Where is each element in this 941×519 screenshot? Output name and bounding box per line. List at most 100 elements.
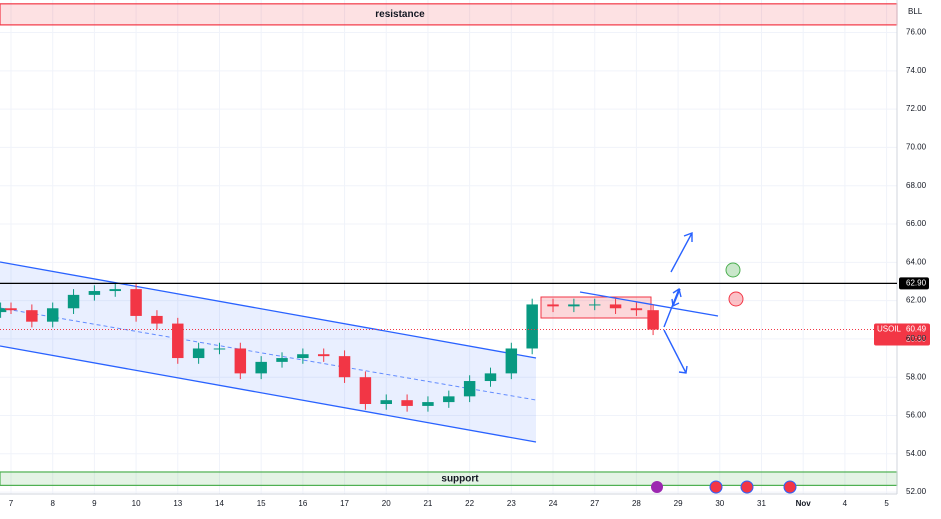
candle-body bbox=[443, 396, 455, 403]
x-tick-label: 24 bbox=[549, 499, 558, 508]
last-price-value: 60.49 bbox=[906, 325, 927, 334]
candle-body bbox=[276, 358, 288, 362]
candle-body bbox=[67, 294, 80, 309]
candle-body bbox=[0, 308, 7, 313]
candle-body bbox=[505, 348, 518, 374]
candle-body bbox=[588, 304, 601, 306]
candles bbox=[0, 283, 659, 412]
candle-body bbox=[26, 310, 38, 322]
x-tick-label: 20 bbox=[382, 499, 391, 508]
x-tick-label: Nov bbox=[796, 499, 812, 508]
x-tick-label: 9 bbox=[92, 499, 97, 508]
x-tick-label: 8 bbox=[50, 499, 55, 508]
y-tick-label: 74.00 bbox=[906, 66, 927, 75]
y-tick-label: 58.00 bbox=[906, 372, 927, 381]
arrows bbox=[663, 231, 693, 374]
arrow-up bbox=[670, 231, 693, 273]
candle-body bbox=[359, 377, 372, 405]
x-tick-label: 29 bbox=[674, 499, 683, 508]
y-tick-label: 52.00 bbox=[906, 487, 927, 496]
y-tick-label: 76.00 bbox=[906, 28, 927, 37]
candle-body bbox=[5, 308, 17, 311]
x-tick-label: 30 bbox=[715, 499, 724, 508]
candle-body bbox=[130, 289, 142, 316]
y-tick-label: 62.00 bbox=[906, 296, 927, 305]
candle-body bbox=[630, 308, 643, 311]
candle-body bbox=[192, 348, 205, 359]
price-line-label: 62.90 bbox=[906, 278, 927, 287]
event-icon bbox=[783, 480, 797, 494]
y-tick-label: 64.00 bbox=[906, 257, 927, 266]
x-tick-label: 17 bbox=[340, 499, 349, 508]
x-tick-label: 23 bbox=[507, 499, 516, 508]
x-tick-label: 28 bbox=[632, 499, 641, 508]
candle-body bbox=[109, 289, 121, 292]
candle-body bbox=[463, 381, 476, 397]
zones: resistance support bbox=[0, 3, 898, 486]
candle-body bbox=[255, 361, 267, 374]
candle-body bbox=[380, 400, 392, 405]
channel-bottom bbox=[0, 345, 537, 443]
last-price-symbol: USOIL bbox=[877, 325, 902, 334]
x-tick-label: 13 bbox=[173, 499, 182, 508]
arrow-down-small bbox=[671, 288, 681, 308]
x-tick-label: 16 bbox=[298, 499, 307, 508]
arrow-up-small bbox=[663, 287, 682, 328]
x-tick-label: 4 bbox=[843, 499, 848, 508]
candle-body bbox=[297, 354, 309, 359]
candle-body bbox=[547, 304, 559, 307]
range-box bbox=[540, 296, 652, 319]
x-tick-label: 15 bbox=[257, 499, 266, 508]
event-icon bbox=[740, 480, 754, 494]
candle-body bbox=[338, 356, 351, 378]
candle-body bbox=[609, 304, 622, 309]
x-tick-label: 14 bbox=[215, 499, 224, 508]
x-tick-label: 22 bbox=[465, 499, 474, 508]
candle-body bbox=[213, 348, 226, 350]
x-tick-label: 21 bbox=[423, 499, 432, 508]
trendline bbox=[579, 291, 719, 317]
y-tick-label: 56.00 bbox=[906, 411, 927, 420]
channel-top bbox=[0, 261, 537, 359]
y-tick-label: 66.00 bbox=[906, 219, 927, 228]
y-tick-label: 68.00 bbox=[906, 181, 927, 190]
event-icons bbox=[651, 480, 797, 494]
y-tick-label: 54.00 bbox=[906, 449, 927, 458]
last-price-tag bbox=[874, 323, 930, 346]
candle-body bbox=[526, 304, 538, 349]
last-price-time: 20:30 bbox=[906, 335, 927, 344]
zone-label: resistance bbox=[375, 9, 425, 20]
candle-body bbox=[647, 310, 659, 330]
candle-body bbox=[422, 402, 434, 406]
x-tick-label: 7 bbox=[9, 499, 14, 508]
candle-body bbox=[568, 304, 580, 307]
y-tick-label: 72.00 bbox=[906, 104, 927, 113]
x-tick-label: 5 bbox=[884, 499, 889, 508]
x-tick-label: 31 bbox=[757, 499, 766, 508]
candle-body bbox=[151, 315, 163, 324]
y-tick-label: 60.00 bbox=[906, 334, 927, 343]
y-tick-label: 70.00 bbox=[906, 143, 927, 152]
event-icon bbox=[651, 481, 663, 493]
candle-body bbox=[172, 323, 184, 359]
price-line-tag bbox=[899, 277, 929, 290]
x-tick-label: 10 bbox=[132, 499, 141, 508]
event-icon bbox=[709, 480, 723, 494]
x-tick-label: 27 bbox=[590, 499, 599, 508]
symbol-badge: BLL bbox=[908, 7, 923, 16]
grid bbox=[0, 0, 897, 494]
candle-body bbox=[484, 373, 497, 382]
candle-body bbox=[234, 348, 247, 374]
target-circle-green bbox=[725, 262, 741, 278]
zone bbox=[0, 3, 898, 26]
candle-body bbox=[317, 354, 330, 357]
candle-body bbox=[401, 400, 413, 406]
zone-label: support bbox=[441, 473, 479, 484]
arrow-down bbox=[663, 329, 688, 374]
target-circle-red bbox=[728, 291, 744, 307]
candle-body bbox=[88, 291, 101, 295]
candle-body bbox=[46, 308, 59, 322]
